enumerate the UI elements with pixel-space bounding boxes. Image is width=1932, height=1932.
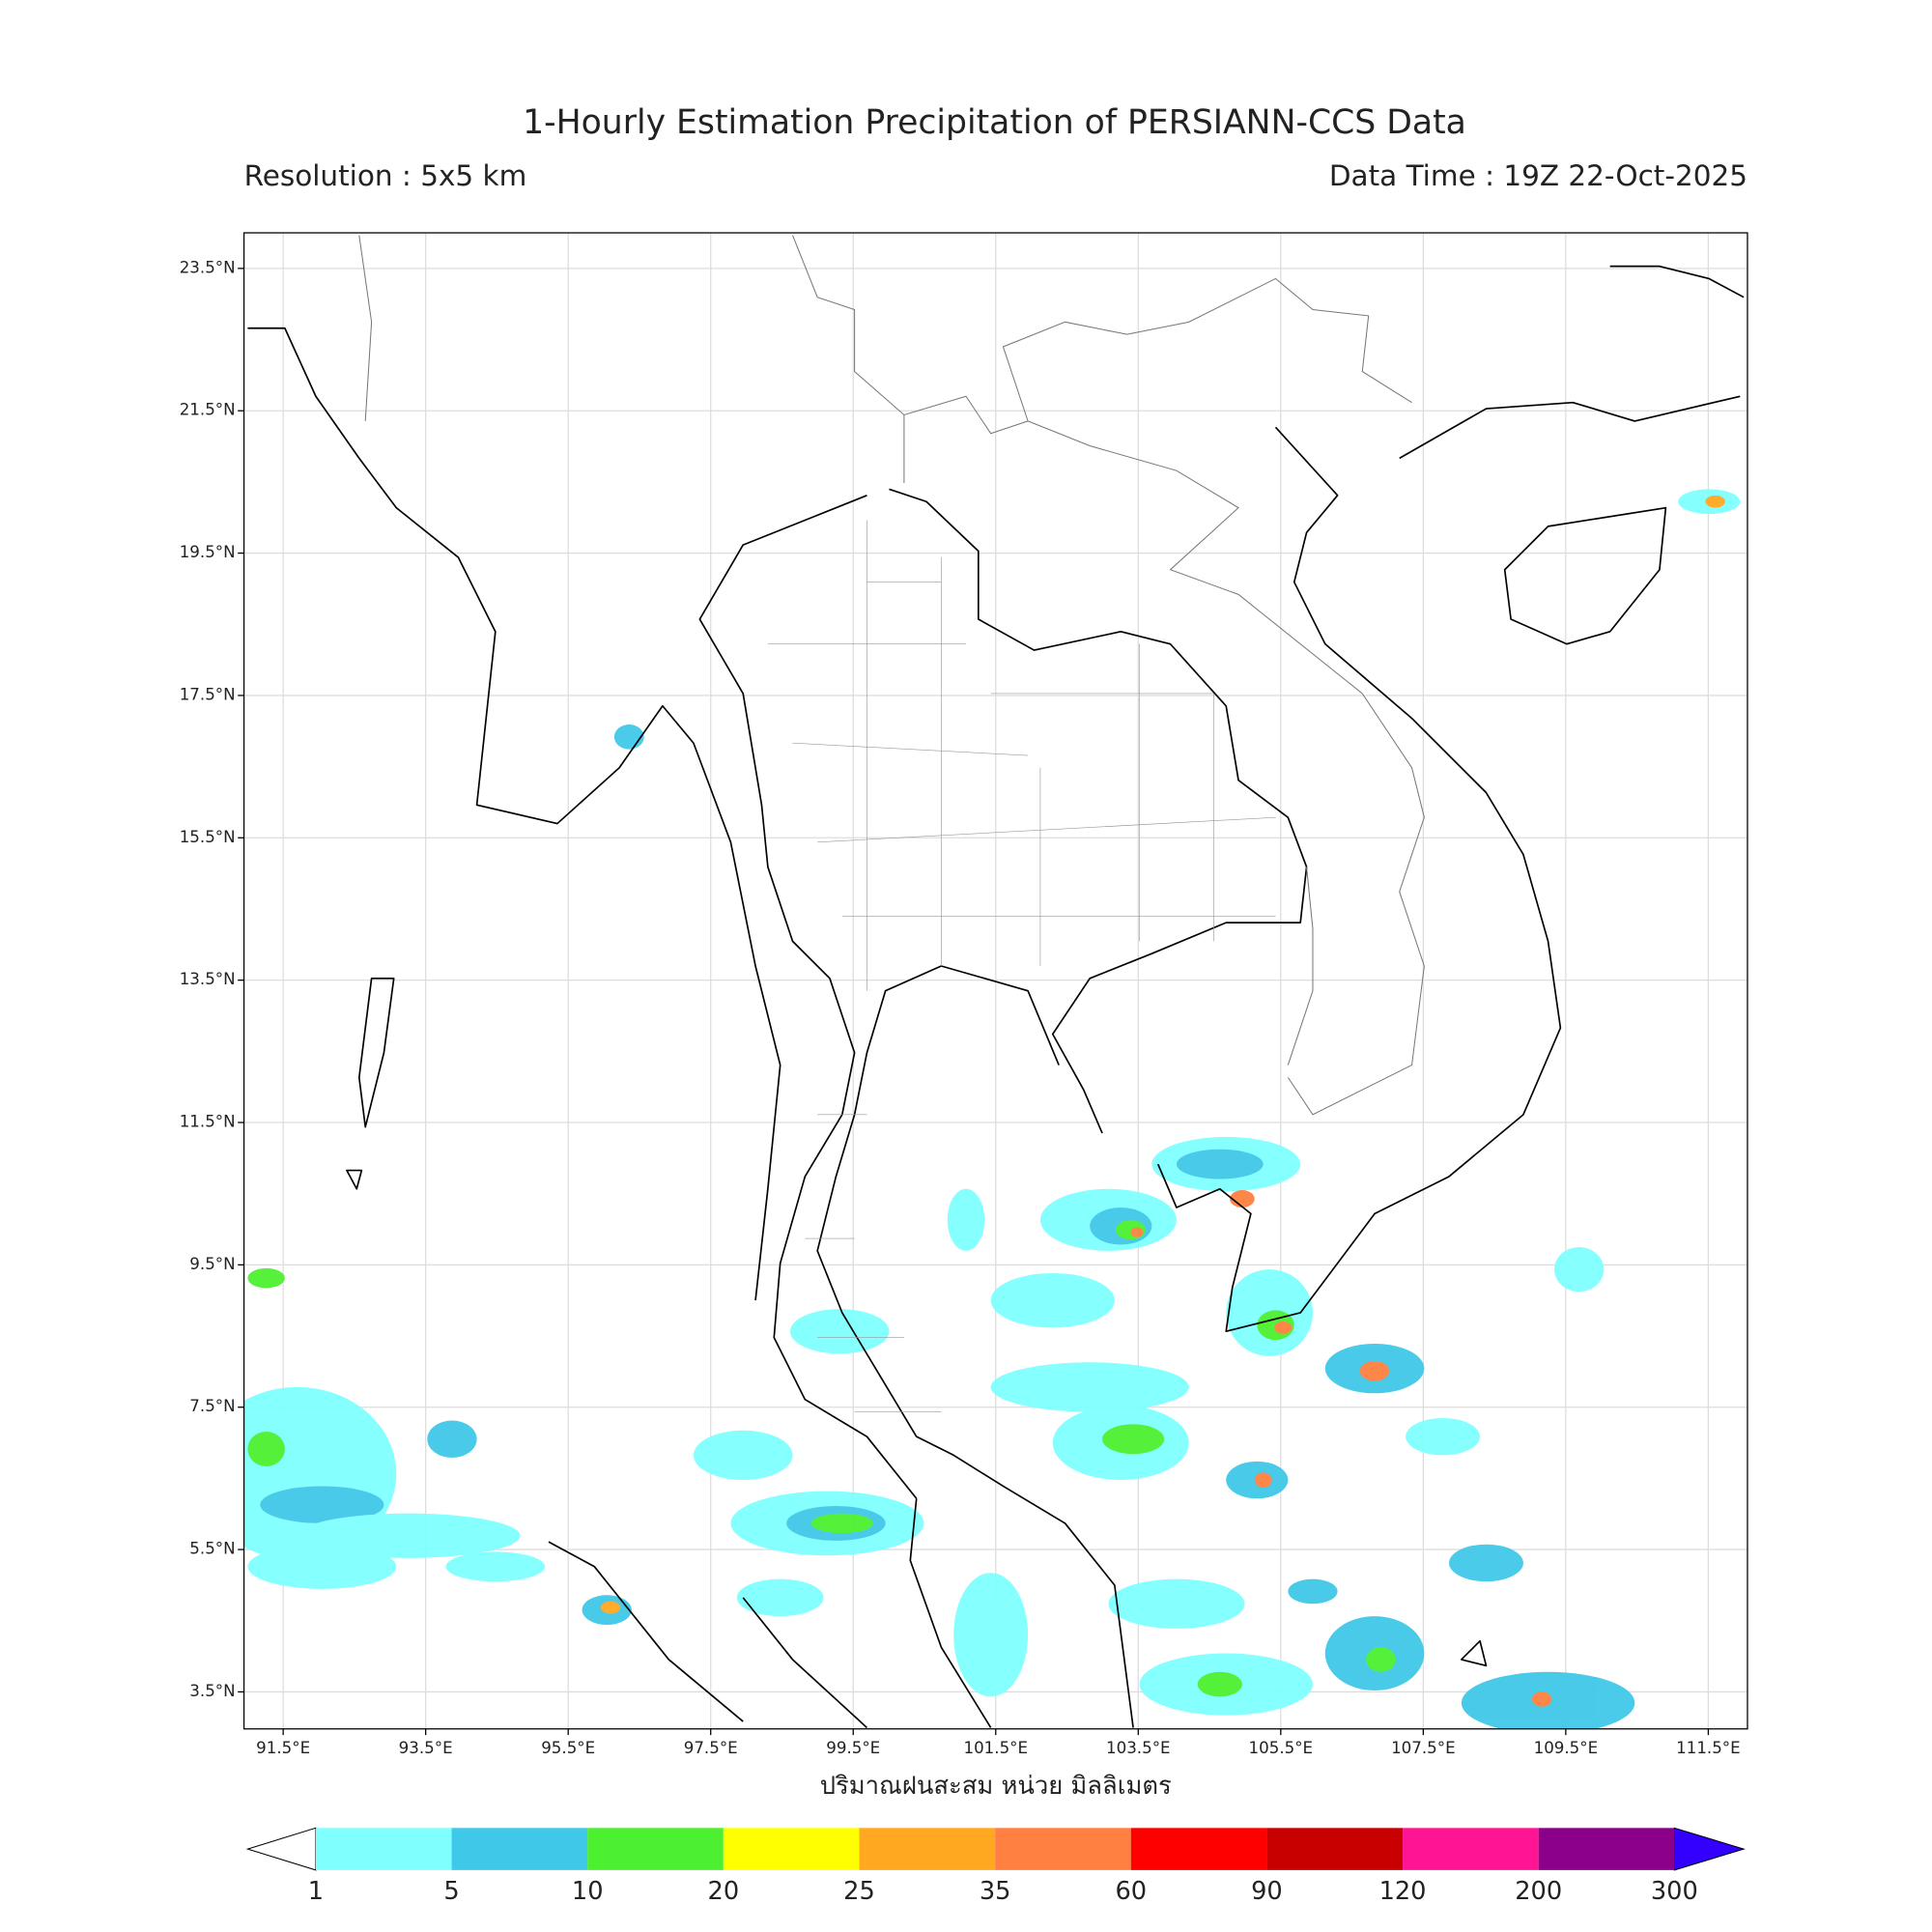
colorbar-bin [1130, 1828, 1267, 1870]
rain-area [613, 724, 644, 750]
colorbar-label: 25 [843, 1877, 875, 1906]
rain-area [1449, 1544, 1523, 1582]
colorbar-label: 60 [1115, 1877, 1147, 1906]
rain-area [600, 1601, 621, 1614]
lat-tick-label: 13.5°N [180, 970, 236, 988]
rain-area [990, 1362, 1189, 1412]
rain-area [1705, 495, 1725, 508]
rain-area [1230, 1190, 1255, 1208]
colorbar-label: 10 [572, 1877, 604, 1906]
lat-tick-label: 19.5°N [180, 543, 236, 561]
province-border [767, 520, 1276, 1412]
colorbar-bin [1266, 1828, 1404, 1870]
rain-area [247, 1432, 285, 1466]
lon-tick-label: 111.5°E [1676, 1739, 1741, 1757]
islands [346, 977, 395, 1190]
lat-tick-label: 3.5°N [189, 1682, 235, 1700]
rain-area [260, 1486, 384, 1523]
rain-area [953, 1573, 1029, 1697]
rain-area [736, 1578, 824, 1617]
lat-tick-label: 5.5°N [189, 1540, 235, 1558]
colorbar-under [245, 1827, 317, 1871]
rain-area [1359, 1360, 1390, 1381]
title: 1-Hourly Estimation Precipitation of PER… [523, 103, 1466, 142]
rain-area [810, 1513, 873, 1534]
ticks: 91.5°E 93.5°E 95.5°E 97.5°E 99.5°E 101.5°E 103… [180, 258, 1741, 1756]
colorbar-bin [859, 1828, 996, 1870]
colorbar-over [1673, 1827, 1746, 1871]
data-time: Data Time : 19Z 22-Oct-2025 [1329, 159, 1747, 192]
colorbar-label: 300 [1651, 1877, 1698, 1906]
colorbar-label: 120 [1379, 1877, 1427, 1906]
rain-area [1176, 1149, 1264, 1179]
lat-tick-label: 7.5°N [189, 1397, 235, 1415]
lat-tick-label: 9.5°N [189, 1255, 235, 1273]
rain-area [427, 1420, 477, 1458]
map-layer [243, 235, 1745, 1729]
rain-area [693, 1430, 793, 1481]
rain-area [1531, 1691, 1552, 1707]
lon-tick-label: 105.5°E [1249, 1739, 1314, 1757]
lat-tick-label: 11.5°N [180, 1113, 236, 1131]
colorbar-bin [1403, 1828, 1539, 1870]
rain-area [445, 1551, 546, 1582]
colorbar: 1 5 10 20 25 35 60 90 120 200 300 [245, 1827, 1746, 1906]
precip [243, 489, 1741, 1729]
lon-tick-label: 99.5°E [826, 1739, 880, 1757]
rain-area [1197, 1671, 1242, 1697]
lat-tick-label: 21.5°N [180, 401, 236, 419]
rain-area [990, 1272, 1115, 1328]
thailand-outline [698, 488, 1308, 1728]
rain-area [1274, 1321, 1293, 1334]
lon-tick-label: 95.5°E [541, 1739, 595, 1757]
rain-area [1553, 1247, 1605, 1293]
rain-area [1288, 1578, 1338, 1605]
rain-area [1366, 1647, 1396, 1672]
rain-area [1102, 1424, 1165, 1455]
vietnam-coast [1156, 426, 1562, 1333]
colorbar-bin [1538, 1828, 1675, 1870]
lat-tick-label: 23.5°N [180, 258, 236, 276]
colorbar-bin [451, 1828, 588, 1870]
rain-area [1130, 1227, 1144, 1237]
rain-area [247, 1544, 397, 1589]
hainan [1503, 506, 1667, 645]
colorbar-bin [315, 1828, 452, 1870]
lat-tick-label: 15.5°N [180, 828, 236, 846]
colorbar-bin [995, 1828, 1131, 1870]
colorbar-label: 20 [708, 1877, 740, 1906]
rain-area [1108, 1578, 1245, 1629]
colorbar-label: 35 [980, 1877, 1011, 1906]
rain-area [789, 1309, 890, 1354]
china-coast [1399, 265, 1745, 460]
lon-tick-label: 103.5°E [1106, 1739, 1171, 1757]
rain-area [247, 1267, 285, 1289]
lon-tick-label: 97.5°E [684, 1739, 738, 1757]
south-coasts [548, 1498, 1488, 1729]
colorbar-label: 1 [308, 1877, 324, 1906]
colorbar-bin [723, 1828, 860, 1870]
borders [358, 235, 1425, 1412]
colorbar-label: 90 [1251, 1877, 1283, 1906]
lon-tick-label: 109.5°E [1534, 1739, 1599, 1757]
lon-tick-label: 107.5°E [1391, 1739, 1456, 1757]
lon-tick-label: 101.5°E [963, 1739, 1028, 1757]
resolution: Resolution : 5x5 km [244, 159, 527, 192]
country-border [358, 235, 1425, 1116]
colorbar-label: 200 [1515, 1877, 1562, 1906]
lon-tick-label: 91.5°E [256, 1739, 310, 1757]
rain-area [1254, 1472, 1272, 1488]
x-label: ปริมาณฝนสะสม หน่วย มิลลิเมตร [820, 1772, 1172, 1801]
colorbar-bin [587, 1828, 724, 1870]
myanmar-coast [247, 327, 781, 1301]
lat-tick-label: 17.5°N [180, 685, 236, 703]
rain-area [1406, 1417, 1481, 1456]
rain-area [947, 1188, 985, 1251]
lon-tick-label: 93.5°E [399, 1739, 453, 1757]
colorbar-label: 5 [443, 1877, 459, 1906]
coastlines [247, 265, 1745, 1729]
